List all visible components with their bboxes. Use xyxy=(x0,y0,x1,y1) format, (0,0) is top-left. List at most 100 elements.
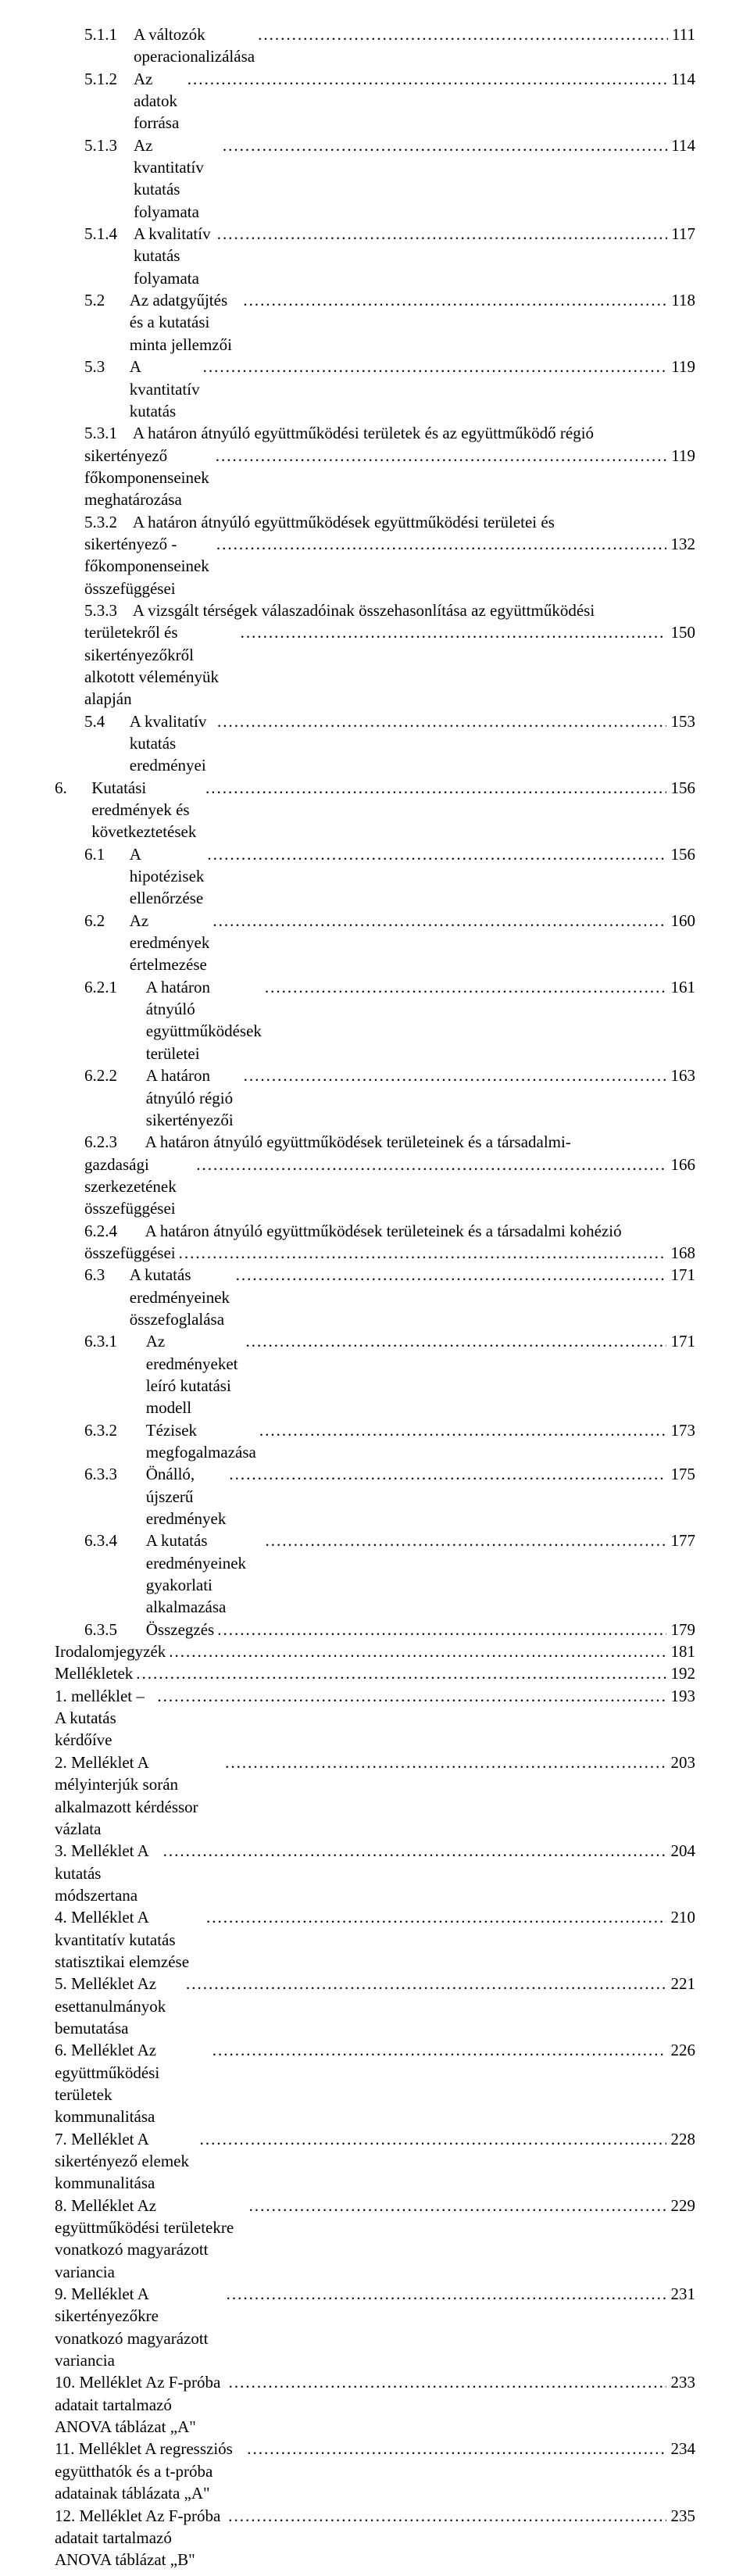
toc-entry-title: A határon átnyúló együttműködések terüle… xyxy=(145,1132,571,1151)
toc-leader-dots xyxy=(240,289,667,311)
toc-entry-page: 173 xyxy=(666,1419,695,1441)
toc-entry: 6.3.1 Az eredményeket leíró kutatási mod… xyxy=(55,1330,695,1419)
toc-page: 5.1.1 A változók operacionalizálása 1115… xyxy=(0,0,750,2576)
toc-entry-page: 229 xyxy=(666,2195,695,2216)
toc-entry-title: 8. Melléklet Az együttműködési területek… xyxy=(55,2195,246,2283)
toc-entry-page: 236 xyxy=(666,2571,695,2576)
toc-entry: 6.2.3 A határon átnyúló együttműködések … xyxy=(55,1131,695,1219)
toc-leader-dots xyxy=(255,23,668,45)
toc-entry-title: A kvantitatív kutatás xyxy=(130,356,200,422)
toc-entry-page: 233 xyxy=(666,2371,695,2393)
toc-entry-number: 6.3.4 xyxy=(84,1530,146,1551)
toc-entry-title: Az eredmények értelmezése xyxy=(130,910,210,976)
toc-entry-title: A határon átnyúló együttműködések együtt… xyxy=(133,513,555,531)
toc-leader-dots xyxy=(209,2039,666,2061)
toc-entry-number: 6.2.3 xyxy=(84,1132,145,1151)
toc-entry-number: 5.3 xyxy=(84,356,130,377)
toc-entry-title: A határon átnyúló régió sikertényezői xyxy=(146,1064,241,1131)
toc-entry-title: 6. Melléklet Az együttműködési területek… xyxy=(55,2039,209,2127)
toc-entry: 5.1.3 Az kvantitatív kutatás folyamata 1… xyxy=(55,134,695,223)
toc-entry-title-cont: sikertényező - főkomponenseinek összefüg… xyxy=(84,533,213,599)
toc-leader-dots xyxy=(246,2195,667,2216)
toc-entry-title: A kvalitatív kutatás folyamata xyxy=(134,223,214,289)
toc-entry-page: 193 xyxy=(666,1685,695,1707)
toc-entry-page: 231 xyxy=(666,2283,695,2305)
toc-entry-number: 5.1.1 xyxy=(84,23,134,45)
toc-leader-dots xyxy=(212,445,667,467)
toc-leader-dots xyxy=(214,710,666,732)
toc-entry: 6.2 Az eredmények értelmezése 160 xyxy=(55,910,695,976)
toc-entry-title: A kvalitatív kutatás eredményei xyxy=(130,710,214,777)
toc-entry-page: 114 xyxy=(667,68,695,90)
toc-entry: 5.3.3 A vizsgált térségek válaszadóinak … xyxy=(55,599,695,710)
toc-entry-title: 12. Melléklet Az F-próba adatait tartalm… xyxy=(55,2505,225,2571)
toc-entry-page: 156 xyxy=(666,777,695,799)
toc-entry-title: Kutatási eredmények és következtetések xyxy=(91,777,202,843)
toc-entry: 6.1 A hipotézisek ellenőrzése 156 xyxy=(55,843,695,910)
toc-entry: 10. Melléklet Az F-próba adatait tartalm… xyxy=(55,2371,695,2438)
toc-leader-dots xyxy=(226,2371,667,2393)
toc-list: 5.1.1 A változók operacionalizálása 1115… xyxy=(55,23,695,2576)
toc-entry-title: Az adatgyűjtés és a kutatási minta jelle… xyxy=(130,289,241,356)
toc-leader-dots xyxy=(223,2283,667,2305)
toc-entry-page: 156 xyxy=(666,843,695,865)
toc-leader-dots xyxy=(213,533,666,555)
toc-entry: 13. Melléklet A regressziós együtthatók … xyxy=(55,2571,695,2576)
toc-entry-page: 221 xyxy=(666,1973,695,1995)
toc-entry: 5.4 A kvalitatív kutatás eredményei 153 xyxy=(55,710,695,777)
toc-entry-title: A határon átnyúló együttműködések terüle… xyxy=(146,976,262,1064)
toc-entry-number: 6.1 xyxy=(84,843,130,865)
toc-leader-dots xyxy=(226,1463,666,1485)
toc-leader-dots xyxy=(197,2128,667,2150)
toc-entry-number: 6.2.2 xyxy=(84,1064,146,1086)
toc-entry: 9. Melléklet A sikertényezőkre vonatkozó… xyxy=(55,2283,695,2371)
toc-entry-number: 5.1.2 xyxy=(84,68,134,90)
toc-leader-dots xyxy=(202,777,666,799)
toc-leader-dots xyxy=(262,976,666,998)
toc-entry-title: 9. Melléklet A sikertényezőkre vonatkozó… xyxy=(55,2283,223,2371)
toc-leader-dots xyxy=(256,1419,666,1441)
toc-entry-page: 117 xyxy=(667,223,695,245)
toc-entry-page: 179 xyxy=(666,1619,695,1640)
toc-entry-page: 168 xyxy=(666,1242,695,1264)
toc-leader-dots xyxy=(209,910,666,932)
toc-leader-dots xyxy=(222,1751,666,1773)
toc-entry-title-cont: sikertényező főkomponenseinek meghatároz… xyxy=(84,445,212,511)
toc-entry: 4. Melléklet A kvantitatív kutatás stati… xyxy=(55,1906,695,1973)
toc-entry-number: 5.2 xyxy=(84,289,130,311)
toc-leader-dots xyxy=(233,1264,667,1286)
toc-entry-title: A határon átnyúló együttműködési terület… xyxy=(133,424,594,442)
toc-entry-page: 171 xyxy=(666,1264,695,1286)
toc-entry-page: 119 xyxy=(667,356,695,377)
toc-entry-title: 4. Melléklet A kvantitatív kutatás stati… xyxy=(55,1906,203,1973)
toc-entry-title: A változók operacionalizálása xyxy=(134,23,255,68)
toc-leader-dots xyxy=(203,1906,666,1928)
toc-entry-page: 204 xyxy=(666,1840,695,1862)
toc-entry-title-cont: gazdasági szerkezetének összefüggései xyxy=(84,1154,193,1220)
toc-entry-page: 226 xyxy=(666,2039,695,2061)
toc-entry: 6.2.1 A határon átnyúló együttműködések … xyxy=(55,976,695,1064)
toc-entry-page: 171 xyxy=(666,1330,695,1352)
toc-leader-dots xyxy=(214,1619,666,1640)
toc-entry-number: 6.3 xyxy=(84,1264,130,1286)
toc-entry-title: A kutatás eredményeinek összefoglalása xyxy=(130,1264,233,1330)
toc-entry-number: 6.3.3 xyxy=(84,1463,146,1485)
toc-entry-page: 153 xyxy=(666,710,695,732)
toc-entry: 5.1.1 A változók operacionalizálása 111 xyxy=(55,23,695,68)
toc-leader-dots xyxy=(193,1154,666,1175)
toc-entry-title: Az eredményeket leíró kutatási modell xyxy=(146,1330,243,1419)
toc-leader-dots xyxy=(244,2571,666,2576)
toc-entry: 1. melléklet – A kutatás kérdőíve 193 xyxy=(55,1685,695,1751)
toc-entry: 5.3.2 A határon átnyúló együttműködések … xyxy=(55,511,695,599)
toc-entry-title: Irodalomjegyzék xyxy=(55,1640,166,1662)
toc-entry: 6.2.4 A határon átnyúló együttműködések … xyxy=(55,1220,695,1265)
toc-entry-title: 10. Melléklet Az F-próba adatait tartalm… xyxy=(55,2371,226,2438)
toc-entry-title: Összegzés xyxy=(146,1619,214,1640)
toc-entry-page: 234 xyxy=(666,2438,695,2460)
toc-entry: Mellékletek 192 xyxy=(55,1662,695,1684)
toc-entry: 2. Melléklet A mélyinterjúk során alkalm… xyxy=(55,1751,695,1840)
toc-entry-title: Az adatok forrása xyxy=(134,68,184,134)
toc-entry-number: 6.2.4 xyxy=(84,1222,145,1240)
toc-entry: 7. Melléklet A sikertényező elemek kommu… xyxy=(55,2128,695,2195)
toc-entry: 3. Melléklet A kutatás módszertana 204 xyxy=(55,1840,695,1906)
